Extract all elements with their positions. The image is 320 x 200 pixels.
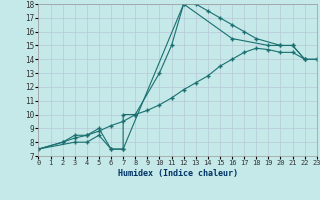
X-axis label: Humidex (Indice chaleur): Humidex (Indice chaleur) xyxy=(118,169,238,178)
